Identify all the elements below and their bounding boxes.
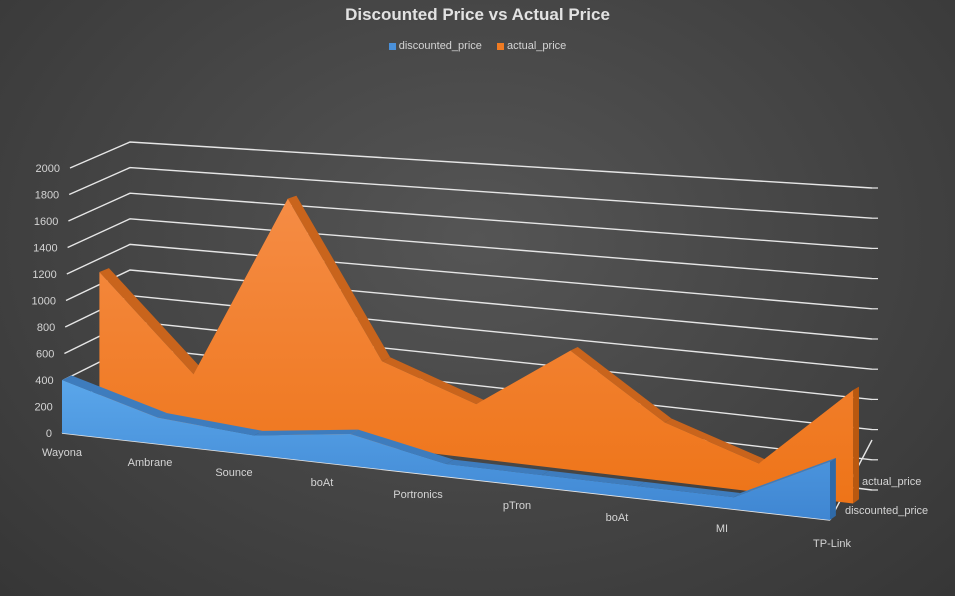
y-tick-label: 1400 <box>33 243 57 255</box>
area-front <box>99 198 854 504</box>
area-top <box>542 470 645 487</box>
chart-legend: discounted_price actual_price <box>0 40 955 53</box>
legend-label: discounted_price <box>398 40 482 52</box>
x-tick-label: Wayona <box>42 447 83 459</box>
y-tick-label: 200 <box>34 402 52 414</box>
area-side <box>853 386 859 504</box>
area-top <box>62 375 168 418</box>
area-top <box>446 459 550 476</box>
y-tick-label: 1800 <box>35 190 59 202</box>
area-top <box>158 413 263 436</box>
area-top <box>664 418 766 464</box>
y-tick-label: 600 <box>36 349 54 361</box>
area-top <box>350 429 454 465</box>
y-tick-label: 1000 <box>32 296 56 308</box>
depth-label: discounted_price <box>845 505 928 517</box>
y-tick-label: 800 <box>37 322 55 334</box>
y-tick-label: 1600 <box>34 216 58 228</box>
legend-item-discounted-price[interactable]: discounted_price <box>388 40 482 52</box>
gridline <box>68 192 873 250</box>
x-tick-label: boAt <box>311 477 334 489</box>
area-top <box>638 481 741 498</box>
legend-label: actual_price <box>506 40 567 52</box>
area-side <box>830 457 836 520</box>
x-tick-label: boAt <box>606 512 629 524</box>
area-top <box>254 429 359 436</box>
x-tick-label: TP-Link <box>813 538 851 550</box>
gridline <box>67 218 873 280</box>
x-tick-label: Ambrane <box>128 457 173 469</box>
gridline <box>65 269 873 340</box>
series-discounted-price <box>62 375 836 520</box>
depth-label: actual_price <box>862 476 921 488</box>
area-front <box>62 380 830 520</box>
area-top <box>570 347 672 423</box>
legend-swatch-icon <box>496 42 504 50</box>
area-top <box>287 195 391 362</box>
x-tick-label: MI <box>716 523 728 535</box>
y-tick-label: 400 <box>35 375 53 387</box>
area-top <box>382 357 484 405</box>
legend-swatch-icon <box>388 42 396 50</box>
y-tick-label: 0 <box>46 428 52 440</box>
legend-item-actual-price[interactable]: actual_price <box>496 40 567 52</box>
x-tick-label: Portronics <box>393 489 443 501</box>
x-tick-label: pTron <box>503 500 531 512</box>
gridline <box>69 141 873 189</box>
series-actual-price <box>99 195 859 504</box>
gridline <box>68 166 873 219</box>
y-tick-label: 1200 <box>32 269 56 281</box>
chart-title: Discounted Price vs Actual Price <box>345 5 610 24</box>
gridline <box>66 243 873 310</box>
y-tick-label: 2000 <box>36 163 60 175</box>
area-top <box>734 457 836 498</box>
x-tick-label: Sounce <box>215 467 252 479</box>
area-top <box>99 268 203 375</box>
